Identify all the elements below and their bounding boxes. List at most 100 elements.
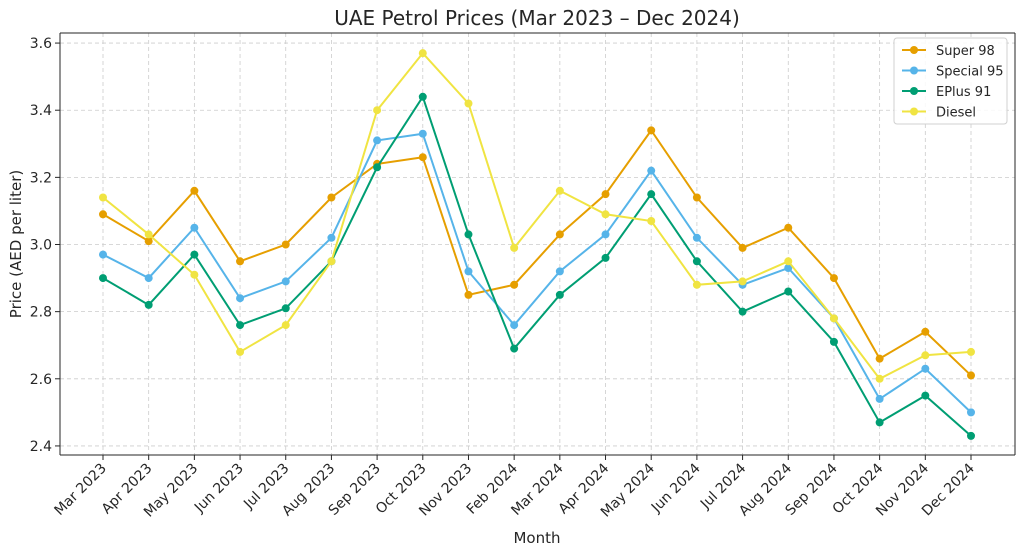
legend-marker-special-95 — [910, 66, 918, 75]
data-point-diesel — [692, 280, 701, 289]
legend-label-special-95: Special 95 — [936, 65, 1004, 80]
data-point-diesel — [784, 257, 793, 266]
legend-marker-diesel — [910, 107, 918, 116]
data-point-special-95 — [967, 408, 975, 417]
data-point-diesel — [510, 243, 519, 252]
y-tick-label: 3.6 — [30, 36, 52, 52]
data-point-super-98 — [601, 190, 610, 199]
y-tick-label: 2.8 — [30, 305, 52, 321]
data-point-special-95 — [601, 230, 610, 239]
y-tick-label: 3.2 — [30, 170, 52, 186]
y-axis-label: Price (AED per liter) — [7, 170, 25, 318]
data-point-eplus-91 — [236, 321, 245, 330]
data-point-eplus-91 — [692, 257, 701, 266]
y-tick-label: 3.0 — [30, 238, 52, 254]
data-point-diesel — [555, 186, 564, 195]
data-point-eplus-91 — [99, 274, 107, 283]
data-point-eplus-91 — [418, 92, 427, 101]
data-point-super-98 — [327, 193, 336, 202]
data-point-diesel — [236, 347, 245, 356]
gridlines — [60, 33, 1015, 455]
data-point-special-95 — [647, 166, 656, 175]
data-point-eplus-91 — [144, 300, 153, 309]
legend-label-super-98: Super 98 — [936, 44, 995, 59]
legend-marker-eplus-91 — [910, 87, 918, 95]
data-point-special-95 — [190, 223, 199, 232]
data-point-special-95 — [555, 267, 564, 276]
legend: Super 98 Special 95 EPlus 91 Diesel — [893, 37, 1008, 125]
data-point-diesel — [418, 49, 427, 58]
data-point-super-98 — [190, 186, 199, 195]
data-point-eplus-91 — [647, 190, 656, 199]
data-point-super-98 — [738, 243, 747, 252]
data-point-special-95 — [373, 136, 382, 145]
legend-label-diesel: Diesel — [936, 106, 976, 121]
data-point-diesel — [967, 347, 975, 356]
y-tick-label: 2.4 — [30, 439, 52, 455]
data-point-super-98 — [464, 290, 473, 299]
data-point-special-95 — [281, 277, 290, 286]
data-point-eplus-91 — [784, 287, 793, 296]
x-tick-label: Jun 2023 — [191, 461, 247, 517]
data-point-special-95 — [99, 250, 107, 259]
data-point-diesel — [373, 106, 382, 115]
data-point-super-98 — [418, 153, 427, 162]
x-tick-label: Jun 2024 — [648, 460, 704, 516]
series-line-eplus-91 — [102, 94, 972, 437]
data-point-diesel — [875, 374, 884, 383]
y-tick-label: 2.6 — [30, 372, 52, 388]
data-point-diesel — [190, 270, 199, 279]
chart-title: UAE Petrol Prices (Mar 2023 – Dec 2024) — [334, 6, 740, 30]
data-point-diesel — [327, 257, 336, 266]
data-point-special-95 — [875, 394, 884, 403]
data-point-special-95 — [921, 364, 930, 373]
series-line-diesel — [102, 51, 972, 381]
legend-marker-super-98 — [910, 46, 918, 54]
data-point-diesel — [647, 217, 656, 226]
data-point-super-98 — [692, 193, 701, 202]
data-point-eplus-91 — [464, 230, 473, 239]
x-axis-label: Month — [513, 529, 560, 547]
series-line-super-98 — [102, 128, 972, 377]
data-point-special-95 — [144, 274, 153, 283]
data-point-super-98 — [921, 327, 930, 336]
data-point-super-98 — [647, 126, 656, 135]
x-tick-label: Mar 2023 — [51, 461, 109, 519]
data-point-super-98 — [875, 354, 884, 363]
data-point-eplus-91 — [829, 337, 838, 346]
data-point-special-95 — [236, 294, 245, 303]
data-point-eplus-91 — [738, 307, 747, 316]
data-point-diesel — [921, 351, 930, 360]
data-point-eplus-91 — [373, 163, 382, 172]
data-point-super-98 — [555, 230, 564, 239]
data-point-special-95 — [784, 264, 793, 273]
data-point-diesel — [601, 210, 610, 219]
data-point-special-95 — [464, 267, 473, 276]
data-point-diesel — [281, 321, 290, 330]
y-tick-label: 3.4 — [30, 103, 52, 119]
data-point-special-95 — [327, 233, 336, 242]
series-line-special-95 — [102, 132, 972, 414]
data-point-super-98 — [144, 237, 153, 246]
data-point-diesel — [829, 314, 838, 323]
legend-box — [893, 37, 1008, 125]
data-point-diesel — [464, 99, 473, 108]
data-point-diesel — [738, 277, 747, 286]
data-point-eplus-91 — [967, 431, 975, 440]
data-point-super-98 — [784, 223, 793, 232]
data-point-special-95 — [418, 129, 427, 138]
data-point-eplus-91 — [190, 250, 199, 259]
data-point-special-95 — [510, 321, 519, 330]
data-point-super-98 — [829, 274, 838, 283]
legend-label-eplus-91: EPlus 91 — [936, 85, 991, 100]
data-point-eplus-91 — [510, 344, 519, 353]
data-point-diesel — [144, 230, 153, 239]
data-point-special-95 — [692, 233, 701, 242]
data-point-super-98 — [510, 280, 519, 289]
data-point-eplus-91 — [601, 253, 610, 262]
data-point-super-98 — [99, 210, 107, 219]
data-point-super-98 — [236, 257, 245, 266]
series-group — [99, 49, 975, 440]
data-point-super-98 — [281, 240, 290, 249]
